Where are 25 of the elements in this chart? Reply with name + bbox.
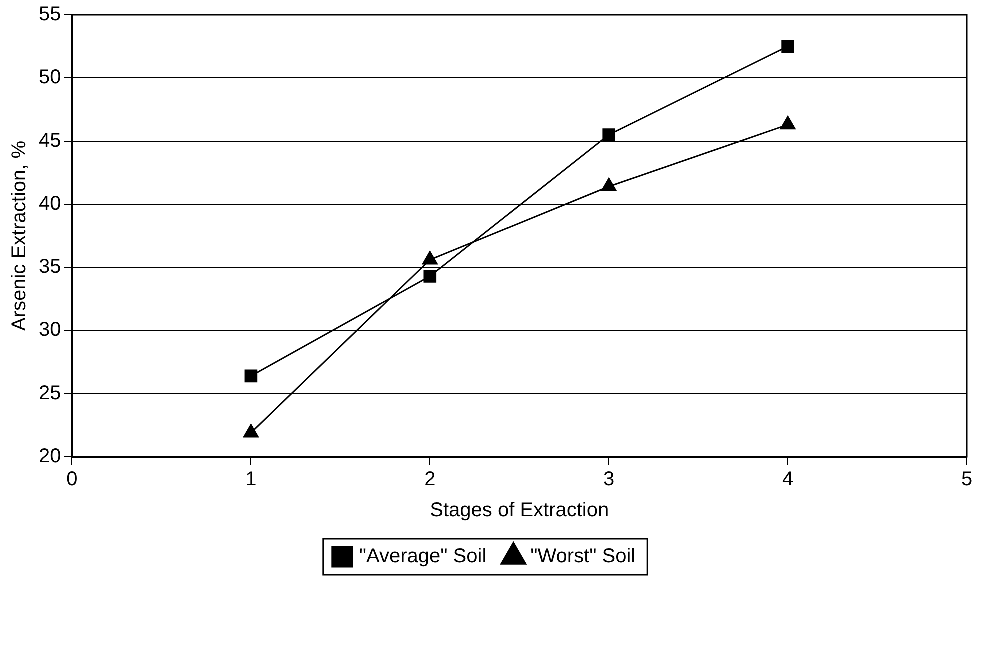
x-tick-label: 4 [782, 468, 794, 491]
y-tick-label: 25 [38, 382, 62, 404]
x-tick-label: 2 [424, 468, 436, 491]
x-tick-label: 3 [604, 468, 615, 491]
x-tick-label: 1 [246, 468, 257, 491]
x-tick-label: 0 [66, 468, 78, 491]
point [244, 424, 259, 438]
point [422, 251, 438, 265]
point [782, 40, 794, 53]
y-tick-label: 55 [38, 4, 62, 26]
y-tick-label: 40 [38, 192, 62, 215]
y-tick-label: 35 [38, 256, 62, 278]
point [602, 128, 616, 142]
legend-label: "Worst" Soil [530, 546, 636, 568]
point [601, 178, 617, 192]
legend-label: "Average" Soil [359, 546, 487, 568]
x-axis-title: Stages of Extraction [430, 500, 610, 522]
y-tick-label: 50 [38, 66, 62, 89]
y-tick-label: 30 [38, 319, 62, 342]
y-tick-label: 20 [38, 446, 62, 468]
point [424, 270, 437, 283]
x-tick-label: 5 [961, 468, 973, 491]
point [780, 116, 796, 130]
y-tick-label: 45 [38, 130, 62, 152]
y-axis-title: Arsenic Extraction, % [8, 140, 31, 332]
